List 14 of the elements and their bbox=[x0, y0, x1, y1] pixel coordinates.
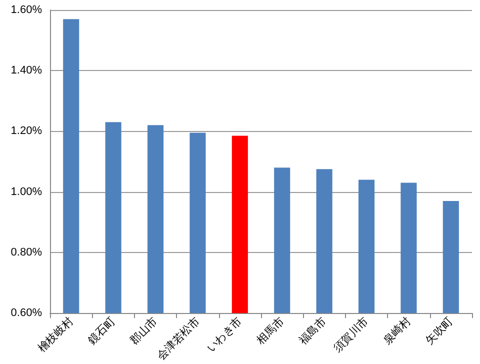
y-tick-label: 1.60% bbox=[10, 4, 42, 16]
x-tick-label: 矢吹町 bbox=[422, 314, 456, 348]
x-tick-label: 相馬市 bbox=[254, 314, 287, 348]
x-tick-label: 郡山市 bbox=[128, 314, 160, 348]
y-tick-label: 1.40% bbox=[10, 64, 42, 77]
y-tick-label: 0.80% bbox=[10, 246, 42, 258]
x-tick-label: 鏡石町 bbox=[85, 314, 118, 348]
x-tick-label: いわき市 bbox=[204, 314, 244, 355]
x-tick-label: 泉崎村 bbox=[380, 314, 414, 348]
x-tick-label: 須賀川市 bbox=[330, 314, 372, 355]
x-tick-label: 福島市 bbox=[296, 314, 329, 348]
y-tick-label: 1.00% bbox=[10, 186, 42, 198]
y-tick-label: 0.60% bbox=[10, 307, 42, 320]
y-tick-label: 1.20% bbox=[10, 125, 42, 138]
